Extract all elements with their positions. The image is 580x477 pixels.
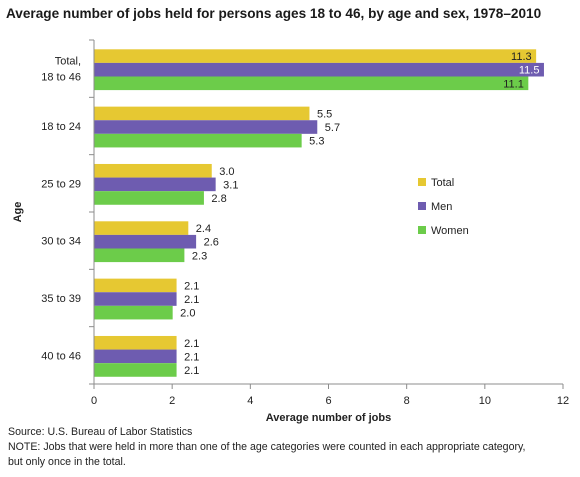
bar-total	[94, 335, 177, 350]
value-label: 2.6	[204, 237, 219, 249]
x-tick-label: 12	[557, 395, 569, 407]
bar-women	[94, 248, 185, 263]
legend-label-women: Women	[431, 225, 469, 237]
legend-swatch-total	[418, 178, 426, 186]
bar-total	[94, 163, 212, 178]
y-axis-title: Age	[12, 202, 24, 223]
value-label: 5.5	[317, 108, 332, 120]
bar-total	[94, 49, 537, 63]
bar-total	[94, 278, 177, 293]
x-tick-label: 2	[169, 395, 175, 407]
value-label: 2.3	[192, 250, 207, 262]
bar-men	[94, 120, 318, 134]
value-label: 2.1	[184, 294, 199, 306]
x-tick-label: 6	[325, 395, 331, 407]
bar-total	[94, 221, 189, 235]
bar-women	[94, 133, 302, 148]
value-label: 2.4	[196, 223, 211, 235]
category-label: 30 to 34	[41, 236, 81, 248]
bar-women	[94, 191, 204, 205]
category-label: 18 to 46	[41, 72, 81, 84]
value-label: 2.1	[184, 365, 199, 377]
value-label: 3.1	[223, 179, 238, 191]
value-label: 2.0	[180, 308, 195, 320]
bar-women	[94, 363, 177, 377]
value-label: 3.0	[219, 166, 234, 178]
bar-women	[94, 305, 173, 320]
value-label: 11.1	[503, 78, 524, 90]
legend-label-total: Total	[431, 177, 454, 189]
bar-men	[94, 349, 177, 364]
note-line-2: but only once in the total.	[8, 456, 126, 468]
category-label: Total,	[55, 56, 81, 68]
bar-men	[94, 62, 544, 77]
x-axis-title: Average number of jobs	[266, 412, 392, 424]
category-label: 25 to 29	[41, 178, 81, 190]
category-label: 40 to 46	[41, 350, 81, 362]
source-note: Source: U.S. Bureau of Labor Statistics	[8, 426, 193, 438]
bar-men	[94, 177, 216, 192]
value-label: 2.8	[211, 193, 226, 205]
legend-swatch-women	[418, 226, 426, 234]
x-tick-label: 0	[91, 395, 97, 407]
category-label: 18 to 24	[41, 121, 81, 133]
x-tick-label: 10	[479, 395, 491, 407]
bar-men	[94, 292, 177, 306]
category-label: 35 to 39	[41, 293, 81, 305]
x-tick-label: 4	[247, 395, 253, 407]
value-label: 11.5	[519, 65, 540, 77]
value-label: 5.7	[325, 122, 340, 134]
bar-women	[94, 76, 529, 91]
bar-men	[94, 234, 197, 249]
value-label: 2.1	[184, 351, 199, 363]
legend-label-men: Men	[431, 201, 452, 213]
x-tick-label: 8	[404, 395, 410, 407]
value-label: 5.3	[309, 136, 324, 148]
value-label: 2.1	[184, 280, 199, 292]
chart-title: Average number of jobs held for persons …	[6, 6, 542, 21]
legend-swatch-men	[418, 202, 426, 210]
value-label: 2.1	[184, 338, 199, 350]
value-label: 11.3	[511, 51, 532, 63]
chart-notes: Source: U.S. Bureau of Labor Statistics …	[8, 425, 574, 470]
note-line-1: NOTE: Jobs that were held in more than o…	[8, 441, 526, 453]
bar-total	[94, 106, 310, 121]
